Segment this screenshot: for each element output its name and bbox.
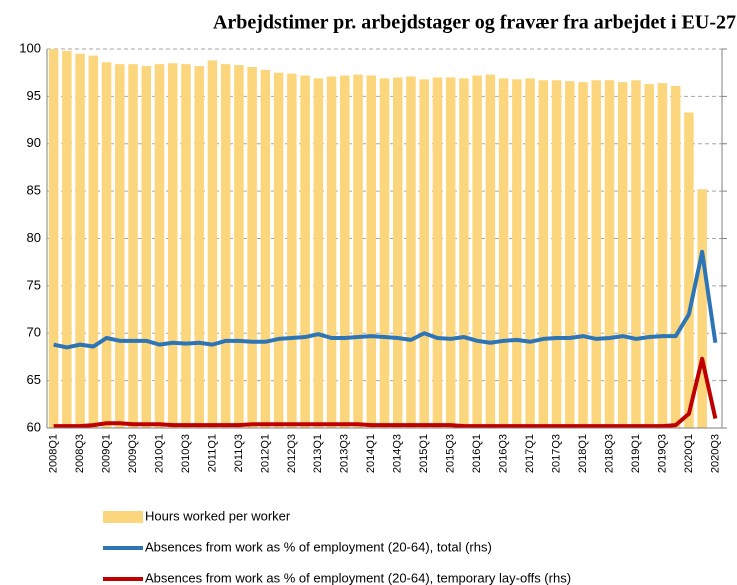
legend-label: Absences from work as % of employment (2… (145, 539, 492, 554)
bar (485, 74, 496, 429)
bar (154, 64, 165, 428)
bar (525, 78, 535, 428)
bar (445, 77, 456, 429)
y-tick-label: 80 (27, 230, 41, 245)
x-tick-label: 2016Q1 (471, 434, 483, 473)
bar (207, 60, 218, 429)
x-tick-label: 2016Q3 (498, 434, 510, 473)
bar (472, 75, 482, 428)
bar (353, 74, 363, 429)
y-tick-label: 85 (27, 183, 41, 198)
y-tick-label: 90 (27, 135, 41, 150)
line (53, 356, 718, 429)
x-tick-label: 2020Q3 (709, 434, 721, 473)
y-tick-label: 95 (27, 88, 41, 103)
bar (287, 73, 297, 428)
bar (406, 76, 416, 428)
bar (459, 78, 469, 428)
x-tick-label: 2019Q1 (630, 434, 642, 473)
bar (565, 81, 575, 428)
legend-label: Hours worked per worker (145, 508, 291, 523)
bar (697, 189, 707, 428)
x-tick-label: 2012Q3 (286, 434, 298, 473)
bar (300, 75, 310, 428)
bar (392, 77, 403, 429)
x-tick-label: 2017Q3 (550, 434, 562, 473)
x-tick-label: 2010Q1 (153, 434, 165, 473)
x-tick-label: 2012Q1 (259, 434, 271, 473)
chart-title: Arbejdstimer pr. arbejdstager og fravær … (213, 12, 736, 34)
bar (644, 84, 654, 429)
bar (340, 75, 350, 428)
y-tick-label: 75 (27, 277, 41, 292)
x-tick-label: 2018Q3 (603, 434, 615, 473)
x-tick-label: 2017Q1 (524, 434, 536, 473)
x-tick-label: 2019Q3 (656, 434, 668, 473)
x-tick-label: 2009Q1 (100, 434, 112, 473)
bar (604, 80, 615, 428)
bar (273, 72, 284, 428)
x-tick-label: 2015Q3 (445, 434, 457, 473)
bar (260, 69, 271, 428)
y-tick-label: 100 (19, 40, 41, 55)
bar (48, 49, 59, 428)
x-tick-label: 2015Q1 (418, 434, 430, 473)
y-tick-label: 60 (27, 419, 41, 434)
bar (326, 76, 337, 428)
bar (128, 64, 138, 428)
bar (313, 78, 324, 428)
bar (62, 50, 72, 429)
bar (75, 53, 85, 429)
x-tick-label: 2011Q3 (233, 434, 245, 472)
bar (220, 64, 231, 428)
x-tick-label: 2010Q3 (180, 434, 192, 473)
bar (366, 75, 377, 428)
bar (379, 78, 390, 428)
bar (115, 64, 125, 428)
bar (194, 66, 204, 429)
bar (657, 83, 668, 429)
legend-swatch (103, 511, 143, 523)
bar (617, 82, 628, 428)
y-tick-label: 65 (27, 372, 41, 387)
x-tick-label: 2011Q1 (206, 434, 218, 472)
bar (247, 67, 257, 428)
bar (419, 79, 429, 428)
bar (578, 82, 588, 428)
bar (234, 65, 244, 429)
x-tick-label: 2008Q3 (74, 434, 86, 473)
bar (591, 80, 602, 428)
bar (498, 78, 509, 428)
bar (167, 63, 178, 429)
bar (181, 64, 191, 428)
bar (670, 85, 681, 428)
x-tick-label: 2014Q1 (365, 434, 377, 473)
bar (141, 66, 152, 429)
bar (551, 80, 562, 428)
bar (684, 112, 694, 429)
bar (88, 55, 99, 428)
bar (101, 62, 112, 428)
x-tick-label: 2014Q3 (392, 434, 404, 473)
x-tick-label: 2013Q1 (312, 434, 324, 473)
x-tick-label: 2013Q3 (339, 434, 351, 473)
bar (538, 80, 549, 428)
x-tick-label: 2018Q1 (577, 434, 589, 473)
bar (631, 80, 641, 428)
line (53, 249, 718, 350)
x-tick-label: 2020Q1 (683, 434, 695, 473)
bar (432, 77, 443, 429)
bar (512, 79, 522, 428)
y-tick-label: 70 (27, 325, 41, 340)
legend-label: Absences from work as % of employment (2… (145, 570, 571, 585)
x-tick-label: 2008Q1 (48, 434, 60, 473)
x-tick-label: 2009Q3 (127, 434, 139, 473)
